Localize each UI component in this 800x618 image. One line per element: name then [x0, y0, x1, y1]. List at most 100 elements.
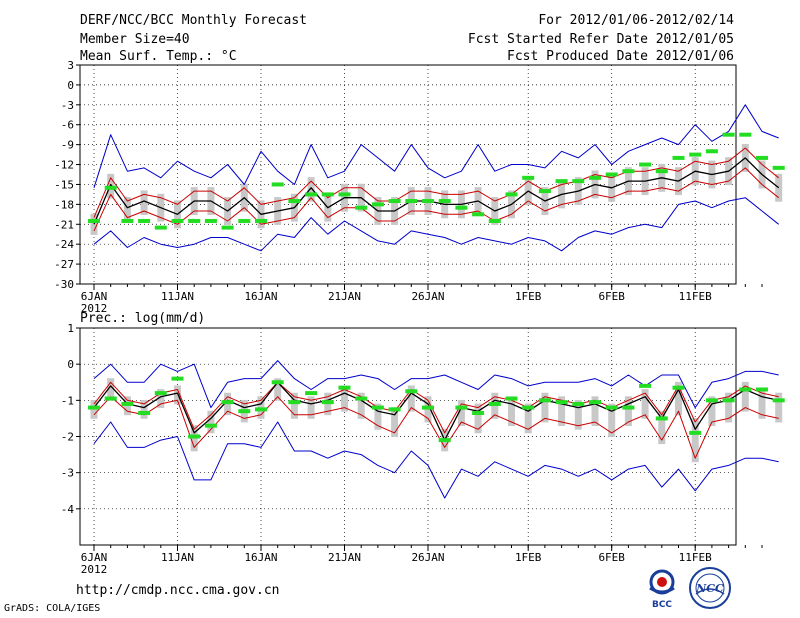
top-variable-label: Mean Surf. Temp.: °C: [80, 49, 237, 64]
prec-observed-marker: [355, 396, 368, 401]
temp-spread-box: [140, 190, 148, 215]
prec-observed-marker: [238, 409, 251, 414]
temp-observed-marker: [722, 132, 735, 137]
prec-xtick-label: 6JAN: [81, 551, 108, 564]
prec-spread-box: [641, 389, 649, 419]
prec-observed-marker: [538, 398, 551, 403]
prec-series-spread-upper: [93, 381, 779, 434]
prec-spread-box: [524, 403, 532, 434]
prec-ytick-label: -4: [61, 503, 75, 516]
temp-observed-marker: [672, 155, 685, 160]
temp-series-spread-upper: [93, 147, 780, 218]
temp-observed-marker: [171, 218, 184, 223]
temp-series-max: [93, 104, 779, 188]
temp-xtick-label: 16JAN: [244, 290, 277, 303]
prec-spread-box: [457, 399, 465, 427]
temp-observed-marker: [305, 192, 318, 197]
ncc-logo: NCC: [689, 567, 731, 609]
temp-observed-marker: [739, 132, 752, 137]
prec-observed-marker: [555, 400, 568, 405]
prec-spread-box: [207, 410, 215, 434]
temp-observed-marker: [238, 218, 251, 223]
temp-observed-marker: [772, 165, 785, 170]
prec-observed-marker: [572, 401, 585, 406]
temp-ytick-label: -6: [61, 119, 74, 132]
prec-observed-marker: [622, 405, 635, 410]
temp-observed-marker: [622, 169, 635, 174]
prec-spread-box: [357, 392, 365, 419]
source-url[interactable]: http://cmdp.ncc.cma.gov.cn: [76, 583, 280, 598]
prec-series-mean: [93, 381, 779, 441]
temp-observed-marker: [338, 192, 351, 197]
prec-xtick-label: 11FEB: [679, 551, 712, 564]
temp-observed-marker: [104, 185, 117, 190]
temp-ytick-label: -15: [54, 178, 74, 191]
temp-observed-marker: [221, 225, 234, 230]
prec-spread-box: [274, 378, 282, 401]
prec-observed-marker: [321, 400, 334, 405]
temp-observed-marker: [572, 179, 585, 184]
grads-credit: GrADS: COLA/IGES: [4, 603, 101, 614]
prec-observed-marker: [138, 410, 151, 415]
temp-spread-box: [123, 197, 131, 222]
forecast-period: For 2012/01/06-2012/02/14: [538, 13, 734, 28]
prec-observed-marker: [154, 391, 167, 396]
temp-xtick-label: 11FEB: [679, 290, 712, 303]
temp-ytick-label: -24: [54, 238, 74, 251]
prec-observed-marker: [455, 405, 468, 410]
temp-ytick-label: 3: [67, 59, 74, 72]
temp-observed-marker: [321, 192, 334, 197]
temp-ytick-label: -18: [54, 198, 74, 211]
prec-spread-box: [107, 378, 115, 401]
temp-observed-marker: [655, 169, 668, 174]
temp-xtick-label: 26JAN: [411, 290, 444, 303]
prec-ytick-label: -3: [61, 467, 74, 480]
temp-observed-marker: [138, 218, 151, 223]
temp-observed-marker: [288, 199, 301, 204]
prec-observed-marker: [338, 385, 351, 390]
prec-observed-marker: [722, 398, 735, 403]
prec-spread-box: [541, 392, 549, 423]
temp-observed-marker: [355, 205, 368, 210]
prec-series-min: [93, 421, 779, 499]
prec-spread-box: [508, 396, 515, 427]
temp-ytick-label: -3: [61, 99, 74, 112]
prec-observed-marker: [305, 391, 318, 396]
prec-observed-marker: [756, 387, 768, 392]
prec-observed-marker: [488, 401, 501, 406]
prec-observed-marker: [388, 407, 401, 412]
temp-observed-marker: [705, 149, 718, 154]
prec-observed-marker: [505, 396, 518, 401]
prec-observed-marker: [255, 407, 267, 412]
temp-observed-marker: [488, 218, 501, 223]
temp-observed-marker: [589, 175, 601, 180]
temp-observed-marker: [271, 182, 284, 187]
temp-observed-marker: [204, 218, 217, 223]
temp-ytick-label: -21: [54, 218, 74, 231]
prec-spread-box: [307, 396, 315, 419]
prec-spread-box: [691, 418, 699, 463]
prec-spread-box: [474, 403, 482, 434]
prec-spread-box: [290, 392, 298, 419]
prec-observed-marker: [705, 398, 718, 403]
prec-observed-marker: [522, 405, 535, 410]
temp-xtick-label: 6FEB: [598, 290, 625, 303]
prec-observed-marker: [188, 434, 201, 439]
prec-ytick-label: 0: [67, 358, 74, 371]
prec-observed-marker: [605, 405, 618, 410]
ncc-logo-text: NCC: [695, 582, 724, 595]
prec-observed-marker: [589, 400, 601, 405]
prec-observed-marker: [772, 398, 785, 403]
prec-observed-marker: [271, 380, 284, 385]
prec-spread-box: [658, 410, 666, 445]
temp-ytick-label: -30: [54, 278, 74, 291]
temp-observed-marker: [522, 175, 535, 180]
temp-observed-marker: [255, 218, 267, 223]
temp-ytick-label: -12: [54, 159, 74, 172]
temp-series-mean: [93, 157, 780, 225]
temp-xtick-label: 11JAN: [161, 290, 194, 303]
prec-spread-box: [624, 396, 632, 427]
temp-series-spread-lower: [93, 167, 780, 232]
temp-observed-marker: [154, 225, 167, 230]
